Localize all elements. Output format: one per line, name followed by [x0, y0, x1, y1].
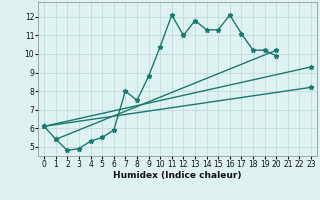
X-axis label: Humidex (Indice chaleur): Humidex (Indice chaleur): [113, 171, 242, 180]
